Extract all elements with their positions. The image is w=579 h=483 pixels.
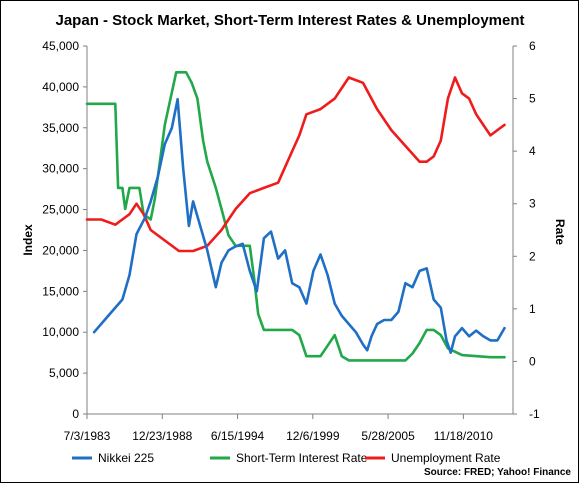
legend-label: Nikkei 225 xyxy=(98,451,154,465)
right-tick-label: 5 xyxy=(529,92,536,106)
left-tick-label: 0 xyxy=(72,407,79,421)
left-tick-label: 25,000 xyxy=(42,203,79,217)
legend: Nikkei 225 Short-Term Interest Rate Unempl… xyxy=(72,451,501,465)
series-line-unemployment-rate xyxy=(85,76,506,253)
left-tick-label: 20,000 xyxy=(42,243,79,257)
chart-title: Japan - Stock Market, Short-Term Interes… xyxy=(56,12,525,29)
left-tick-label: 10,000 xyxy=(42,325,79,339)
right-tick-labels: -1 0 1 2 3 4 5 6 xyxy=(513,39,540,421)
y-axis-label: Index xyxy=(21,224,35,256)
x-tick-label: 12/6/1999 xyxy=(286,429,340,443)
series-line-short-term-interest-rate xyxy=(85,71,506,362)
right-tick-label: 4 xyxy=(529,144,536,158)
x-tick-label: 12/23/1988 xyxy=(132,429,192,443)
right-tick-label: 0 xyxy=(529,354,536,368)
legend-label: Unemployment Rate xyxy=(391,451,501,465)
left-tick-label: 45,000 xyxy=(42,39,79,53)
right-tick-label: 2 xyxy=(529,249,536,263)
left-tick-label: 5,000 xyxy=(49,366,79,380)
plot-area xyxy=(86,46,514,415)
right-tick-label: 3 xyxy=(529,197,536,211)
left-tick-label: 40,000 xyxy=(42,80,79,94)
right-tick-label: 1 xyxy=(529,302,536,316)
left-tick-label: 30,000 xyxy=(42,162,79,176)
left-tick-label: 15,000 xyxy=(42,284,79,298)
x-tick-label: 6/15/1994 xyxy=(211,429,265,443)
left-tick-label: 35,000 xyxy=(42,121,79,135)
x-tick-label: 7/3/1983 xyxy=(64,429,111,443)
legend-label: Short-Term Interest Rate xyxy=(236,451,368,465)
x-tick-label: 5/28/2005 xyxy=(361,429,415,443)
right-tick-label: 6 xyxy=(529,39,536,53)
series-lines xyxy=(85,71,506,362)
x-tick-labels: 7/3/1983 12/23/1988 6/15/1994 12/6/1999 5/28… xyxy=(64,414,493,443)
x-tick-label: 11/18/2010 xyxy=(434,429,493,443)
series-line-nikkei-225 xyxy=(92,97,506,355)
y2-axis-label: Rate xyxy=(553,219,567,245)
source-note: Source: FRED; Yahoo! Finance xyxy=(424,467,571,478)
right-tick-label: -1 xyxy=(529,407,540,421)
left-tick-labels: 0 5,000 10,000 15,000 20,000 25,000 30,000 35,0… xyxy=(42,39,87,421)
